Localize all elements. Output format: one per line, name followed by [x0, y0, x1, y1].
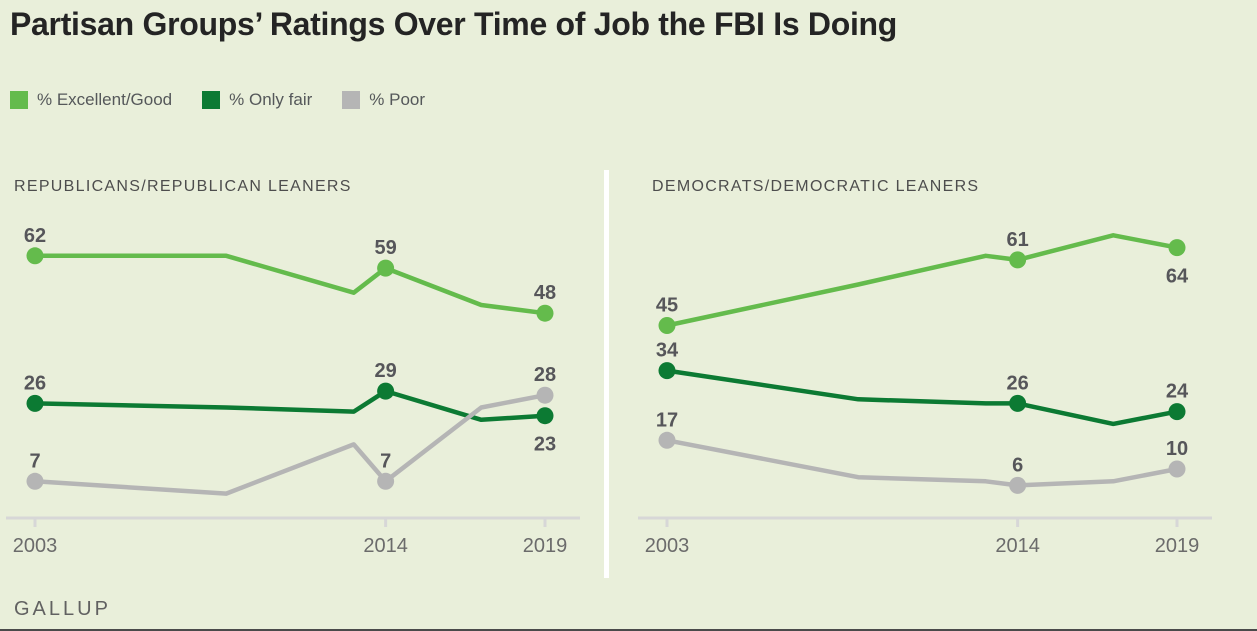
poor-swatch-icon — [342, 91, 361, 109]
data-point-label: 26 — [24, 372, 46, 394]
data-point-label: 6 — [1012, 454, 1023, 476]
only-fair-marker — [26, 394, 44, 412]
excellent-good-marker — [1009, 251, 1027, 269]
data-point-label: 45 — [656, 295, 678, 317]
data-point-label: 10 — [1166, 438, 1188, 460]
poor-marker — [536, 386, 554, 404]
x-tick-label: 2019 — [1155, 535, 1200, 557]
poor-marker — [377, 472, 395, 490]
excellent-good-line — [32, 253, 548, 316]
panel-divider — [604, 170, 609, 578]
bottom-border — [0, 629, 1257, 631]
legend-item-only-fair: % Only fair — [202, 90, 312, 110]
x-tick-label: 2003 — [645, 535, 690, 557]
panel-title-republicans: REPUBLICANS/REPUBLICAN LEANERS — [14, 178, 352, 195]
data-point-label: 26 — [1007, 372, 1029, 394]
data-point-label: 24 — [1166, 381, 1189, 403]
data-point-label: 62 — [24, 225, 46, 247]
legend-item-poor: % Poor — [342, 90, 425, 110]
data-point-label: 17 — [656, 409, 678, 431]
data-point-label: 34 — [656, 340, 679, 362]
excellent-good-swatch-icon — [10, 91, 28, 109]
x-tick-label: 2019 — [523, 535, 568, 557]
panel-title-democrats: DEMOCRATS/DEMOCRATIC LEANERS — [652, 178, 980, 195]
x-tick-label: 2003 — [13, 535, 58, 557]
data-point-label: 59 — [375, 237, 397, 259]
legend: % Excellent/Good % Only fair % Poor — [10, 90, 425, 110]
panel-republicans: REPUBLICANS/REPUBLICAN LEANERS 2003 2014 2… — [0, 168, 605, 580]
x-tick-label: 2014 — [995, 535, 1040, 557]
only-fair-marker — [1168, 403, 1186, 421]
data-point-label: 29 — [375, 360, 397, 382]
chart-title: Partisan Groups’ Ratings Over Time of Jo… — [10, 6, 898, 42]
panel-democrats: DEMOCRATS/DEMOCRATIC LEANERS 2003 2014 201… — [632, 168, 1237, 580]
only-fair-swatch-icon — [202, 91, 221, 109]
source-label: GALLUP — [14, 598, 111, 620]
only-fair-marker — [377, 382, 395, 400]
excellent-good-marker — [26, 247, 44, 265]
data-point-label: 7 — [380, 450, 391, 472]
excellent-good-marker — [658, 317, 676, 334]
poor-line — [32, 392, 548, 496]
poor-marker — [26, 472, 44, 490]
only-fair-line — [32, 388, 548, 423]
data-point-label: 23 — [534, 434, 556, 456]
excellent-good-marker — [536, 304, 554, 322]
data-point-label: 48 — [534, 282, 556, 304]
only-fair-marker — [1009, 394, 1027, 412]
only-fair-line — [664, 368, 1180, 427]
poor-marker — [658, 431, 676, 449]
legend-label-only-fair: % Only fair — [229, 90, 313, 109]
legend-label-excellent-good: % Excellent/Good — [37, 90, 173, 109]
data-point-label: 28 — [534, 364, 556, 386]
data-point-label: 7 — [29, 450, 40, 472]
excellent-good-marker — [1168, 239, 1186, 257]
poor-marker — [1168, 460, 1186, 478]
legend-label-poor: % Poor — [369, 90, 426, 109]
only-fair-marker — [536, 407, 554, 425]
only-fair-marker — [658, 362, 676, 380]
democrats-line-chart: 2003 2014 2019 45 61 64 34 26 24 17 6 10 — [638, 229, 1212, 557]
data-point-label: 64 — [1166, 266, 1189, 288]
excellent-good-line — [664, 233, 1180, 328]
poor-line — [664, 438, 1180, 488]
poor-marker — [1009, 476, 1027, 494]
x-tick-label: 2014 — [363, 535, 408, 557]
republicans-line-chart: 2003 2014 2019 62 59 48 26 29 23 7 7 28 — [6, 225, 580, 557]
excellent-good-marker — [377, 259, 395, 277]
data-point-label: 61 — [1007, 229, 1029, 251]
legend-item-excellent-good: % Excellent/Good — [10, 90, 172, 110]
